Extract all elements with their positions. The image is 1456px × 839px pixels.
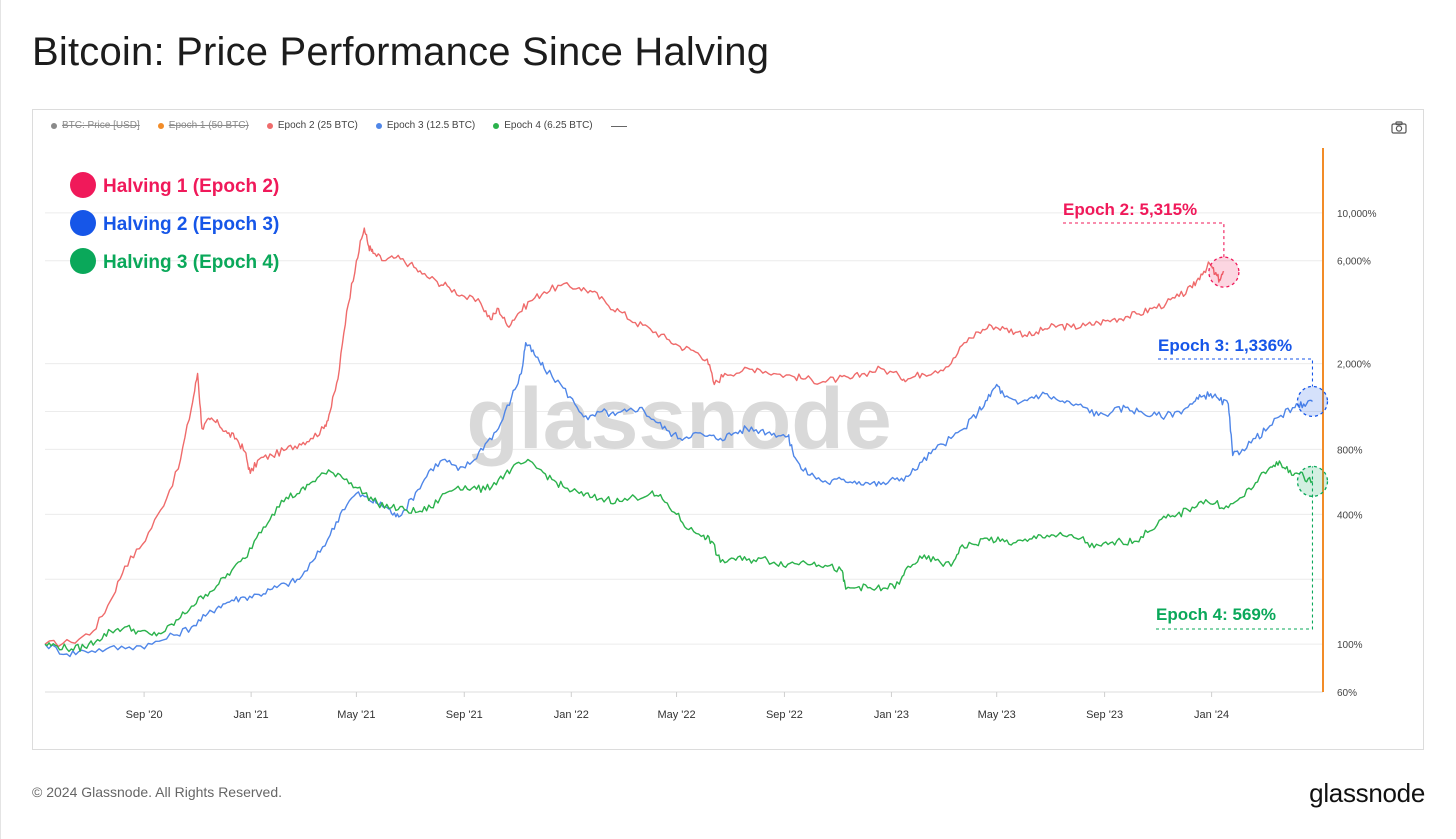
x-tick-label: Sep '20	[126, 709, 163, 721]
legend-dot-icon	[157, 122, 164, 129]
x-tick-label: Jan '23	[874, 709, 909, 721]
halving-label: Halving 1 (Epoch 2)	[103, 176, 279, 197]
y-tick-label: 400%	[1337, 510, 1363, 521]
legend-item-epoch-4[interactable]: Epoch 4 (6.25 BTC)	[493, 120, 593, 131]
legend-label: BTC: Price [USD]	[62, 120, 140, 131]
legend-item-more[interactable]	[610, 125, 627, 127]
legend-label: Epoch 1 (50 BTC)	[168, 120, 249, 131]
legend-item-epoch-2[interactable]: Epoch 2 (25 BTC)	[266, 120, 358, 131]
chart-plot: 60% 100% 400% 800% 2,000% 6,000% 10,000% Sep '2…	[44, 148, 1377, 721]
chart-panel: 60% 100% 400% 800% 2,000% 6,000% 10,000% Sep '2…	[32, 109, 1424, 750]
halving-dot-icon	[70, 248, 96, 274]
legend-label: Epoch 3 (12.5 BTC)	[386, 120, 476, 131]
y-tick-label: 6,000%	[1337, 257, 1371, 268]
callout-leader	[1156, 466, 1314, 630]
legend-item-btc-price[interactable]: BTC: Price [USD]	[51, 120, 140, 131]
legend-dot-icon	[375, 122, 382, 129]
callout-label: Epoch 3: 1,336%	[1158, 336, 1292, 355]
halving-dot-icon	[70, 172, 96, 198]
x-tick-label: Sep '21	[446, 709, 483, 721]
callout-leader	[1158, 358, 1314, 387]
legend-item-epoch-3[interactable]: Epoch 3 (12.5 BTC)	[375, 120, 476, 131]
legend-item-epoch-1[interactable]: Epoch 1 (50 BTC)	[157, 120, 249, 131]
x-tick-label: Jan '22	[554, 709, 589, 721]
callout-label: Epoch 4: 569%	[1156, 605, 1276, 624]
callout-ring	[1296, 385, 1329, 418]
page-title: Bitcoin: Price Performance Since Halving	[32, 30, 770, 74]
x-tick-label: May '22	[657, 709, 695, 721]
page-edge	[0, 0, 1, 839]
copyright-text: © 2024 Glassnode. All Rights Reserved.	[32, 784, 283, 800]
brand-logo: glassnode	[1309, 778, 1425, 808]
halving-label: Halving 2 (Epoch 3)	[103, 214, 279, 235]
x-tick-label: Sep '22	[766, 709, 803, 721]
series-line-epoch-4	[44, 458, 1313, 653]
series-line-epoch-2	[44, 227, 1225, 648]
x-tick-label: May '23	[978, 709, 1016, 721]
camera-icon[interactable]	[1391, 121, 1407, 134]
callout-ring	[1296, 465, 1329, 497]
legend-dot-icon	[266, 122, 273, 129]
y-tick-label: 60%	[1337, 688, 1357, 699]
x-tick-label: Jan '21	[234, 709, 269, 721]
x-tick-label: Sep '23	[1086, 709, 1123, 721]
y-tick-label: 2,000%	[1337, 360, 1371, 371]
watermark-text: glassnode	[466, 371, 891, 467]
chart-legend: BTC: Price [USD] Epoch 1 (50 BTC) Epoch …	[51, 120, 627, 131]
y-tick-label: 800%	[1337, 445, 1363, 456]
legend-label: Epoch 4 (6.25 BTC)	[504, 120, 593, 131]
halving-dot-icon	[70, 210, 96, 236]
y-tick-label: 10,000%	[1337, 209, 1377, 220]
legend-more-icon	[610, 125, 627, 127]
series-line-epoch-3	[44, 341, 1313, 658]
callout-leader	[1063, 222, 1225, 258]
x-tick-label: May '21	[337, 709, 375, 721]
x-tick-label: Jan '24	[1194, 709, 1229, 721]
legend-dot-icon	[493, 122, 500, 129]
callout-ring	[1208, 256, 1240, 288]
halving-label: Halving 3 (Epoch 4)	[103, 252, 279, 273]
legend-label: Epoch 2 (25 BTC)	[277, 120, 358, 131]
y-tick-label: 100%	[1337, 640, 1363, 651]
legend-dot-icon	[51, 122, 57, 129]
callout-label: Epoch 2: 5,315%	[1063, 200, 1197, 219]
